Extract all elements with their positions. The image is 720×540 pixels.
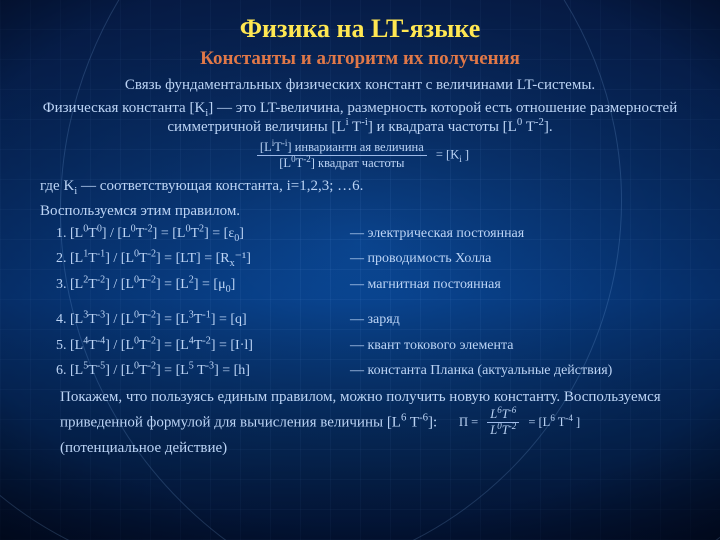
intro-line-1: Связь фундаментальных физических констан… xyxy=(40,76,680,95)
list-item: [L3T-3] / [L0T-2] = [L3T-1] = [q]— заряд xyxy=(70,311,680,329)
subtitle: Константы и алгоритм их получения xyxy=(40,48,680,70)
list-item: [L1T-1] / [L0T-2] = [LT] = [Rx⁻¹]— прово… xyxy=(70,250,680,268)
conclusion: Покажем, что пользуясь единым правилом, … xyxy=(60,388,680,458)
main-formula: [LiT-i] инвариантн ая величина [L0T-2] к… xyxy=(40,140,680,171)
list-item: [L2T-2] / [L0T-2] = [L2] = [μ0]— магнитн… xyxy=(70,276,680,294)
where-text: где Ki — соответствующая константа, i=1,… xyxy=(40,177,680,196)
intro-line-2: Физическая константа [Ki] — это LT-велич… xyxy=(40,99,680,137)
title: Физика на LT-языке xyxy=(40,14,680,44)
use-rule: Воспользуемся этим правилом. xyxy=(40,202,680,221)
list-item: [L4T-4] / [L0T-2] = [L4T-2] = [I·l]— ква… xyxy=(70,337,680,355)
constants-list: [L0T0] / [L0T-2] = [L0T2] = [ε0]— электр… xyxy=(70,225,680,380)
list-item: [L0T0] / [L0T-2] = [L0T2] = [ε0]— электр… xyxy=(70,225,680,243)
slide: Физика на LT-языке Константы и алгоритм … xyxy=(0,0,720,540)
list-item: [L5T-5] / [L0T-2] = [L5 T-3] = [h]— конс… xyxy=(70,362,680,380)
